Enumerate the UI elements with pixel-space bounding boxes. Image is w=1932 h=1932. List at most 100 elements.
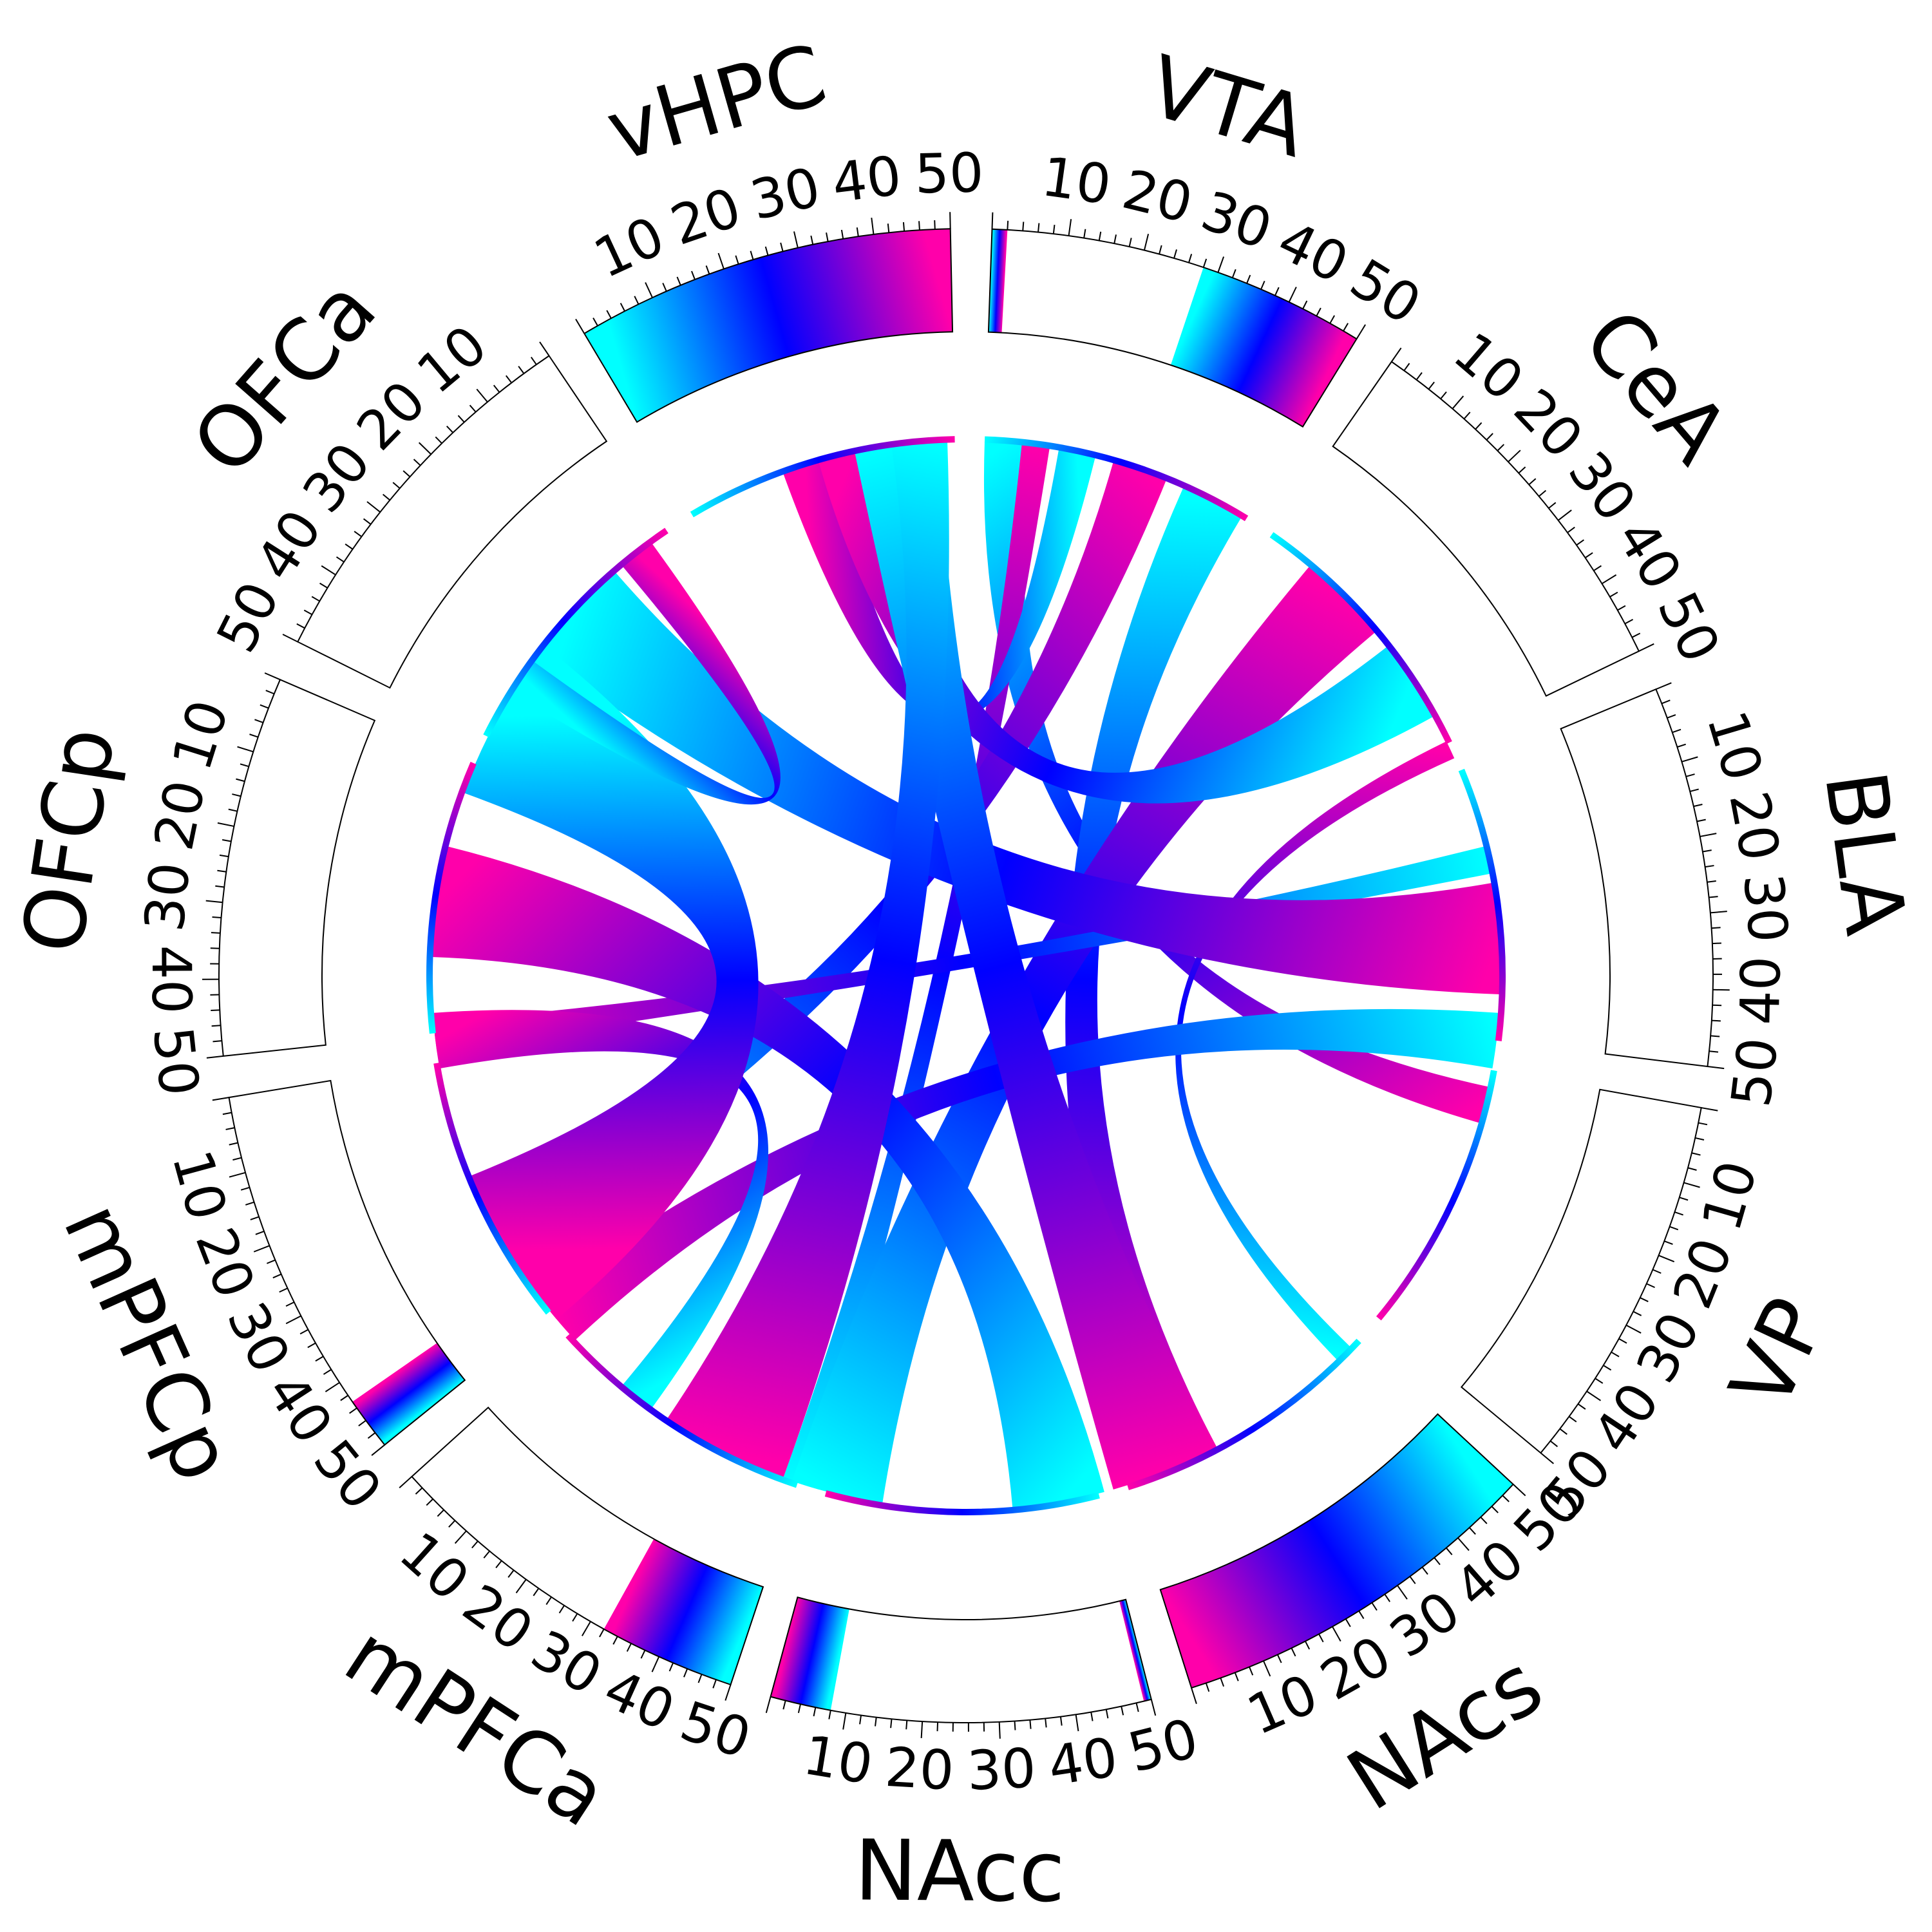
tick [1390, 347, 1402, 363]
tick [493, 384, 500, 393]
tick [905, 1720, 908, 1730]
tick [382, 493, 391, 501]
tick [222, 1112, 232, 1115]
tick-label: 20 [142, 775, 217, 855]
tick [887, 223, 890, 233]
tick [483, 1550, 490, 1558]
tick [558, 1605, 565, 1614]
tick [1603, 1365, 1612, 1371]
region-label-BLA: BLA [1806, 765, 1925, 940]
tick [1661, 699, 1671, 705]
tick-label: 50 [1719, 1034, 1790, 1110]
tick-label: 30 [1556, 440, 1648, 533]
tick [620, 303, 625, 312]
tick [426, 1498, 433, 1506]
tick [296, 623, 305, 629]
tick [307, 1342, 316, 1349]
tick [358, 1419, 366, 1426]
tick-label: 40 [254, 1363, 345, 1455]
tick [363, 518, 372, 525]
tick [303, 609, 313, 616]
tick [1220, 1678, 1225, 1687]
tick-label: 10 [799, 1723, 877, 1797]
tick [1345, 1618, 1351, 1627]
tick [505, 375, 513, 383]
tick [1159, 245, 1162, 254]
tick [840, 229, 844, 239]
tick [315, 1356, 324, 1362]
tick [797, 1703, 801, 1714]
tick [1440, 391, 1447, 399]
tick [336, 556, 345, 563]
tick [1586, 1390, 1602, 1401]
tick-label: 30 [215, 1293, 303, 1383]
tick [676, 276, 681, 286]
tick [612, 1636, 618, 1645]
chord-ribbon [1175, 741, 1455, 1361]
tick [225, 1127, 235, 1130]
tick [1486, 433, 1493, 440]
tick [1595, 1378, 1604, 1384]
tick-label: 30 [1194, 179, 1280, 261]
tick [1409, 1576, 1416, 1584]
tick [582, 1621, 591, 1636]
tick [1502, 1495, 1510, 1502]
tick [842, 1712, 847, 1730]
tick [229, 1142, 238, 1146]
tick [1128, 238, 1132, 247]
outer-band-mPFCa [603, 1539, 763, 1685]
tick [1463, 412, 1471, 420]
tick-label: 30 [290, 431, 383, 524]
tick [1263, 1660, 1271, 1677]
tick [1191, 1687, 1197, 1705]
tick [793, 231, 799, 249]
tick-label: 40 [243, 499, 334, 591]
tick [260, 704, 269, 709]
tick [1217, 256, 1225, 273]
tick [254, 719, 263, 723]
tick [1052, 224, 1056, 234]
tick [712, 1679, 717, 1689]
tick [219, 854, 229, 858]
chord-ribbon [539, 572, 1501, 994]
tick [1683, 1182, 1700, 1188]
tick [240, 1186, 250, 1191]
tick [1658, 1255, 1675, 1263]
tick [349, 1407, 357, 1414]
tick [266, 1259, 276, 1264]
tick-label: 10 [388, 1520, 481, 1613]
tick [1584, 552, 1593, 558]
region-labels-group: VTACeABLAVPNAcsNAccmPFCamPFCpOFCpOFCavHP… [3, 26, 1925, 1921]
tick [250, 1216, 260, 1220]
tick [1681, 756, 1698, 762]
tick [856, 227, 859, 237]
tick [1624, 619, 1634, 625]
tick-label: 40 [1044, 1725, 1121, 1798]
tick [918, 221, 920, 231]
tick-label: 20 [183, 1220, 267, 1307]
region-ring-mPFCp [228, 1079, 466, 1446]
outer-bands-group [352, 229, 1513, 1710]
tick [469, 404, 477, 413]
tick [765, 1696, 772, 1713]
tick [575, 318, 585, 334]
tick [232, 1157, 242, 1161]
tick [212, 1097, 229, 1101]
tick [1288, 287, 1297, 303]
tick [691, 270, 696, 280]
tick [1434, 1557, 1441, 1566]
tick [828, 1710, 831, 1719]
tick-label: 10 [1038, 145, 1115, 217]
tick [1577, 1403, 1586, 1410]
tick-label: 10 [405, 313, 498, 406]
tick [1679, 1197, 1689, 1201]
tick [1121, 1706, 1124, 1716]
tick [1709, 896, 1718, 898]
tick [717, 252, 724, 269]
tick [1710, 911, 1727, 914]
tick [1685, 773, 1695, 777]
tick [253, 1245, 270, 1253]
region-label-NAcc: NAcc [854, 1821, 1065, 1920]
tick-label: 40 [1604, 509, 1694, 600]
tick [572, 1613, 578, 1622]
